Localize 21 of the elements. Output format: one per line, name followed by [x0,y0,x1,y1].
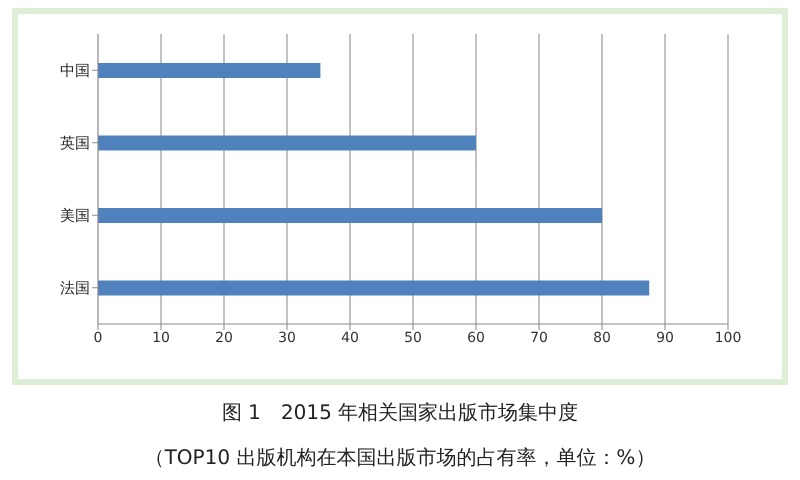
x-tick-label: 0 [94,330,102,346]
x-tick-label: 70 [530,330,548,346]
bar [98,136,476,150]
bar [98,280,650,296]
x-tick-label: 40 [341,330,359,346]
bar [98,208,602,223]
x-tick-label: 10 [152,330,170,346]
y-tick-label: 英国 [60,134,90,152]
y-tick-label: 中国 [60,62,90,80]
x-tick-label: 30 [278,330,296,346]
x-tick-label: 80 [593,330,611,346]
x-tick-label: 20 [215,330,233,346]
bar [98,63,320,78]
x-tick-label: 50 [404,330,422,346]
y-tick-label: 美国 [60,206,90,225]
x-tick-label: 60 [467,330,485,346]
x-tick-label: 90 [656,330,674,346]
text: （TOP10 出版机构在本国出版市场的占有率，单位：%） [144,444,656,471]
y-tick-label: 法国 [60,279,90,298]
x-tick-label: 100 [714,330,742,346]
text: 图 1 2015 年相关国家出版市场集中度 [220,399,580,426]
